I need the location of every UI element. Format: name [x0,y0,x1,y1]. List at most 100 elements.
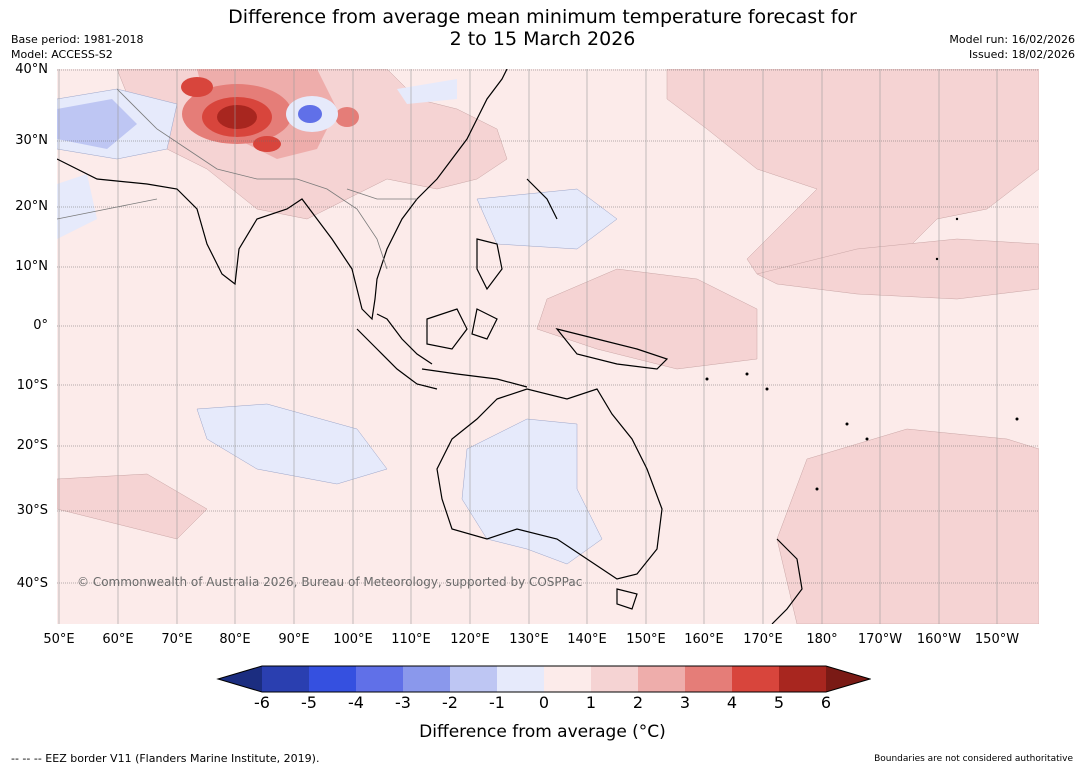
cb-tick-minus1: -1 [489,693,505,712]
graticule [57,69,1039,584]
arabia-cool-patch [57,174,97,239]
lon-label-180: 180° [806,632,838,647]
sumatra-coastline [356,328,438,390]
lon-label-160w: 160°W [916,632,962,647]
new-zealand-coastline [771,538,803,624]
south-pacific-warm-region [776,428,1039,624]
lon-label-170e: 170°E [743,632,783,647]
lon-label-60e: 60°E [102,632,134,647]
lat-label-10s: 10°S [16,378,48,393]
lon-label-90e: 90°E [278,632,310,647]
australia-coastline [436,388,663,580]
colorbar-bin-2 [638,666,685,692]
cb-tick-minus2: -2 [442,693,458,712]
lat-label-30n: 30°N [15,133,48,148]
tibet-cold-core [298,105,322,123]
coastlines [57,69,803,624]
meta-left: Base period: 1981-2018 Model: ACCESS-S2 [11,32,143,62]
australia-cool-region [461,418,603,565]
colorbar-bin-minus1 [497,666,544,692]
meridians [58,69,998,624]
lon-label-110e: 110°E [391,632,431,647]
colorbar-under-arrow [218,666,262,692]
malay-peninsula-coastline [376,313,433,365]
iran-cold-core [57,99,137,149]
cb-tick-minus6: -6 [254,693,270,712]
mongolia-cool-patch [397,79,457,104]
lon-label-140e: 140°E [567,632,607,647]
asia-coastline [57,69,508,321]
lon-label-150e: 150°E [626,632,666,647]
forecast-map[interactable]: © Commonwealth of Australia 2026, Bureau… [57,69,1039,624]
tasmania-coastline [616,588,638,610]
lat-label-20s: 20°S [16,438,48,453]
cb-tick-minus5: -5 [301,693,317,712]
lon-label-150w: 150°W [974,632,1020,647]
model-run: Model run: 16/02/2026 [949,33,1075,46]
lon-label-50e: 50°E [43,632,75,647]
lon-label-170w: 170°W [857,632,903,647]
north-pacific-warm-band [756,238,1039,300]
pacific-islands [705,217,1019,491]
cb-tick-5: 5 [773,693,785,712]
country-borders [57,88,417,270]
lat-label-40n: 40°N [15,62,48,77]
boundaries-disclaimer: Boundaries are not considered authoritat… [874,754,1073,764]
sulawesi-coastline [471,308,498,340]
cb-tick-1: 1 [585,693,597,712]
colorbar-bin-3 [685,666,732,692]
java-coastline [421,368,528,388]
colorbar-bin-minus3 [403,666,450,692]
equatorial-pacific-warm-region [536,268,758,370]
philippines-coastline [476,238,503,291]
east-tibet-warm [335,107,359,127]
colorbar-bin-minus6 [262,666,309,692]
japan-coastline [526,178,558,220]
tibet-hotspot [253,136,281,152]
colorbar-bin-4 [732,666,779,692]
colorbar [216,665,871,693]
cb-tick-minus3: -3 [395,693,411,712]
lon-label-100e: 100°E [333,632,373,647]
lon-label-70e: 70°E [161,632,193,647]
cb-tick-3: 3 [679,693,691,712]
map-title-line-1: Difference from average mean minimum tem… [228,6,857,28]
copyright-notice: © Commonwealth of Australia 2026, Bureau… [77,575,582,589]
colorbar-bin-minus4 [356,666,403,692]
borneo-coastline [426,308,468,350]
lat-label-10n: 10°N [15,259,48,274]
map-svg: © Commonwealth of Australia 2026, Bureau… [57,69,1039,624]
cb-tick-4: 4 [726,693,738,712]
philippine-sea-cool-patch [476,188,618,250]
colorbar-bin-0 [544,666,591,692]
new-guinea-coastline [555,327,669,370]
lon-label-120e: 120°E [450,632,490,647]
colorbar-bin-5 [779,666,826,692]
cb-tick-minus4: -4 [348,693,364,712]
colorbar-bin-1 [591,666,638,692]
cb-tick-6: 6 [820,693,832,712]
colorbar-bin-minus5 [309,666,356,692]
colorbar-bin-minus2 [450,666,497,692]
lat-label-20n: 20°N [15,199,48,214]
colorbar-over-arrow [826,666,870,692]
model-name: Model: ACCESS-S2 [11,48,113,61]
lat-label-40s: 40°S [16,576,48,591]
colorbar-outline [216,665,871,693]
map-title: Difference from average mean minimum tem… [0,6,1085,50]
issued-date: Issued: 18/02/2026 [968,48,1075,61]
lat-label-30s: 30°S [16,503,48,518]
indian-ocean-cool-patch [196,403,388,485]
lon-label-80e: 80°E [219,632,251,647]
lon-label-160e: 160°E [684,632,724,647]
northwest-hotspot [181,77,213,97]
lat-label-0: 0° [33,318,48,333]
meta-right: Model run: 16/02/2026 Issued: 18/02/2026 [949,32,1075,62]
lon-label-130e: 130°E [509,632,549,647]
cb-tick-2: 2 [632,693,644,712]
eez-legend: -- -- -- EEZ border V11 (Flanders Marine… [11,752,320,765]
map-title-line-2: 2 to 15 March 2026 [449,28,636,50]
cb-tick-0: 0 [538,693,550,712]
base-period: Base period: 1981-2018 [11,33,144,46]
colorbar-title: Difference from average (°C) [419,722,666,742]
